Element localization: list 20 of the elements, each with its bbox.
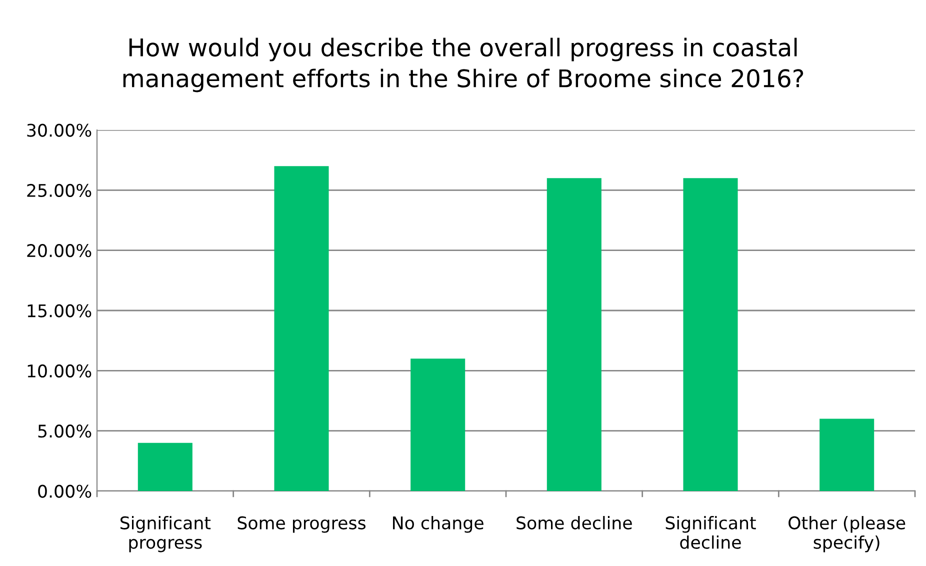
x-tick-label: Other (please specify) xyxy=(788,516,906,552)
x-tick-label: Some progress xyxy=(238,516,366,533)
y-tick-label: 30.00% xyxy=(27,124,92,137)
chart-title: How would you describe the overall progress in coastal management efforts in the Shire of Broome since 2016? xyxy=(123,38,804,92)
bar xyxy=(683,178,738,491)
x-tick-label: Significant decline xyxy=(666,516,756,549)
y-tick-label: 25.00% xyxy=(27,184,92,198)
bar xyxy=(820,418,874,491)
y-tick-label: 15.00% xyxy=(28,304,92,318)
y-tick-label: 5.00% xyxy=(38,424,92,438)
bar xyxy=(546,178,602,491)
y-tick-label: 10.00% xyxy=(28,364,92,378)
bar xyxy=(274,166,329,491)
x-tick-label: Some decline xyxy=(516,516,632,530)
y-tick-label: 20.00% xyxy=(27,244,92,258)
y-tick-label: 0.00% xyxy=(38,484,92,498)
bar xyxy=(410,358,466,491)
x-tick-label: Significant progress xyxy=(120,516,211,552)
bar xyxy=(138,442,192,491)
x-tick-label: No change xyxy=(393,516,484,533)
